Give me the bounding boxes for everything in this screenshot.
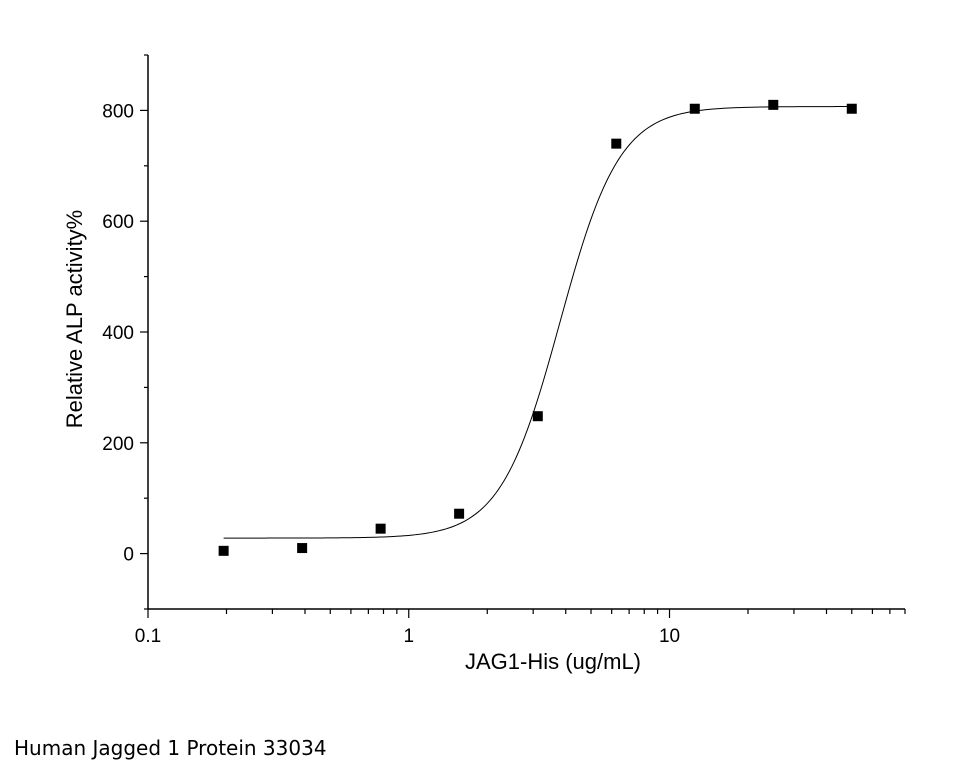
- x-tick-label: 10: [659, 626, 680, 647]
- data-points: [218, 99, 857, 556]
- data-point: [768, 99, 779, 110]
- y-tick-label: 600: [102, 212, 134, 233]
- x-tick-label: 0.1: [135, 626, 161, 647]
- data-point: [375, 523, 386, 534]
- x-tick-label: 1: [403, 626, 414, 647]
- y-tick-label: 200: [102, 434, 134, 455]
- y-tick-label: 800: [102, 101, 134, 122]
- y-axis-title: Relative ALP activity%: [62, 210, 87, 428]
- y-ticks: 0 200 400 600 800: [102, 54, 148, 610]
- y-tick-label: 0: [123, 545, 134, 566]
- data-point: [689, 103, 700, 114]
- data-point: [454, 508, 465, 519]
- data-point: [532, 411, 543, 422]
- y-tick-label: 400: [102, 323, 134, 344]
- data-point: [218, 545, 229, 556]
- chart: 0 200 400 600 800 0.1 1 10 JAG1-His (ug/mL) Re…: [62, 54, 906, 674]
- data-point: [297, 543, 308, 554]
- x-axis-title: JAG1-His (ug/mL): [465, 649, 641, 674]
- figure-caption: Human Jagged 1 Protein 33034: [14, 736, 327, 760]
- data-point: [846, 103, 857, 114]
- x-ticks: 0.1 1 10: [135, 609, 906, 647]
- fit-curve: [223, 106, 852, 539]
- data-point: [611, 138, 622, 149]
